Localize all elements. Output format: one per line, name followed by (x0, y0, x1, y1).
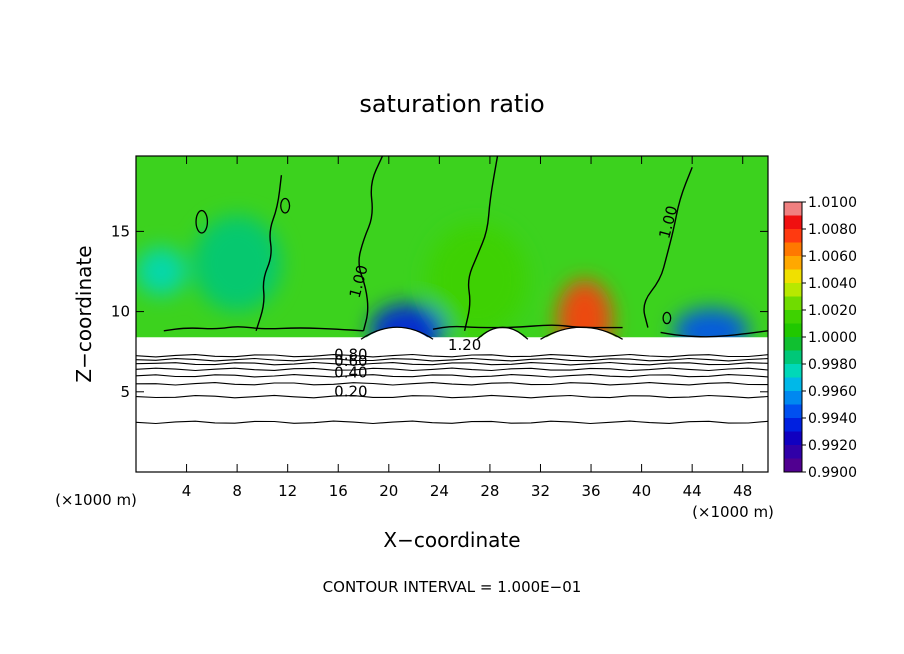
colorbar-band-7 (784, 296, 802, 310)
colorbar-band-12 (784, 364, 802, 378)
colorbar-band-8 (784, 310, 802, 324)
contour-unit-level-4 (163, 326, 364, 332)
x-tick-label-40: 40 (632, 482, 651, 500)
colorbar-labels: 1.0100 1.0080 1.0060 1.0040 1.0020 1.0000 0.99… (802, 195, 857, 481)
colorbar-band-13 (784, 377, 802, 391)
cloud-dome-contour-0 (360, 326, 434, 340)
colorbar-band-4 (784, 256, 802, 270)
x-tick-label-48: 48 (733, 482, 752, 500)
x-tick-label-28: 28 (480, 482, 499, 500)
contour-label-6: 0.20 (334, 383, 367, 401)
contour-lines: 1.001.001.200.800.600.400.20 (136, 156, 768, 425)
colorbar-label-0: 1.0100 (808, 195, 857, 211)
color-feature-3 (426, 223, 528, 336)
contour-level-0-6 (136, 361, 768, 366)
contour-label-5: 0.40 (334, 363, 367, 381)
colorbar-band-0 (784, 202, 802, 216)
colorbar-band-3 (784, 242, 802, 256)
colorbar-label-3: 1.0040 (808, 276, 857, 292)
colorbar-band-14 (784, 391, 802, 405)
colorbar-label-6: 0.9980 (808, 357, 857, 373)
x-tick-label-20: 20 (379, 482, 398, 500)
colorbar-band-5 (784, 269, 802, 283)
y-tick-label-15: 15 (111, 222, 130, 240)
colorbar-band-9 (784, 323, 802, 337)
colorbar-band-10 (784, 337, 802, 351)
subsaturated-layer (136, 337, 768, 472)
contour-unit-level-0 (358, 156, 384, 331)
colorbar-band-18 (784, 445, 802, 459)
contour-interval-note: CONTOUR INTERVAL = 1.000E−01 (323, 578, 582, 596)
color-feature-4 (192, 215, 282, 312)
colorbar-band-19 (784, 458, 802, 472)
y-axis-ticks: 5 10 15 (111, 222, 768, 401)
plot-area: 1.001.001.200.800.600.400.20 (135, 155, 769, 473)
closed-contour-2 (662, 311, 672, 325)
x-axis-ticks: 4 8 12 16 20 24 28 32 36 40 44 48 (182, 156, 752, 500)
colorbar-label-8: 0.9940 (808, 411, 857, 427)
closed-contour-1 (280, 197, 291, 214)
colorbar-band-6 (784, 283, 802, 297)
colorbar-band-2 (784, 229, 802, 243)
cloud-dome-contour-1 (476, 326, 529, 340)
colorbar: 1.0100 1.0080 1.0060 1.0040 1.0020 1.0000 0.99… (783, 195, 857, 481)
x-tick-label-4: 4 (182, 482, 192, 500)
y-tick-label-5: 5 (120, 383, 130, 401)
contour-level-0-3 (136, 382, 768, 386)
colorbar-label-7: 0.9960 (808, 384, 857, 400)
colorbar-label-2: 1.0060 (808, 249, 857, 265)
closed-contour-0 (195, 209, 209, 234)
contour-level-0-7 (136, 357, 768, 362)
x-tick-label-12: 12 (278, 482, 297, 500)
x-tick-label-8: 8 (232, 482, 242, 500)
x-tick-label-24: 24 (430, 482, 449, 500)
colorbar-bands (784, 202, 802, 472)
color-feature-5 (136, 247, 187, 296)
x-axis-label: X−coordinate (383, 528, 520, 552)
contour-level-0-1 (136, 420, 768, 425)
contour-label-3: 0.80 (334, 346, 367, 364)
contour-level-0-5 (136, 367, 768, 372)
x-tick-label-36: 36 (581, 482, 600, 500)
plot-frame (135, 155, 769, 473)
contour-label-2: 1.20 (448, 336, 481, 354)
contour-unit-level-6 (660, 330, 768, 338)
contour-unit-level-1 (463, 156, 499, 331)
colorbar-label-9: 0.9920 (808, 438, 857, 454)
colorbar-label-1: 1.0080 (808, 222, 857, 238)
contour-unit-level-2 (643, 166, 693, 328)
contour-level-0-2 (136, 394, 768, 399)
x-tick-label-16: 16 (329, 482, 348, 500)
colorbar-band-11 (784, 350, 802, 364)
colorbar-label-4: 1.0020 (808, 303, 857, 319)
y-axis-label: Z−coordinate (72, 245, 96, 382)
x-unit-right: (×1000 m) (692, 503, 774, 521)
cloud-dome-contour-2 (540, 326, 623, 340)
x-unit-left: (×1000 m) (55, 491, 137, 509)
colorbar-band-15 (784, 404, 802, 418)
colorbar-label-10: 0.9900 (808, 465, 857, 481)
colorbar-label-5: 1.0000 (808, 330, 857, 346)
contour-label-4: 0.60 (334, 352, 367, 370)
colorbar-band-16 (784, 418, 802, 432)
y-tick-label-10: 10 (111, 303, 130, 321)
colorbar-band-1 (784, 215, 802, 229)
x-tick-label-32: 32 (531, 482, 550, 500)
x-tick-label-44: 44 (683, 482, 702, 500)
contour-level-0-4 (136, 374, 768, 378)
contour-unit-level-3 (255, 175, 283, 332)
colorbar-band-17 (784, 431, 802, 445)
chart-title: saturation ratio (359, 90, 544, 118)
contour-level-0-8 (136, 353, 768, 358)
